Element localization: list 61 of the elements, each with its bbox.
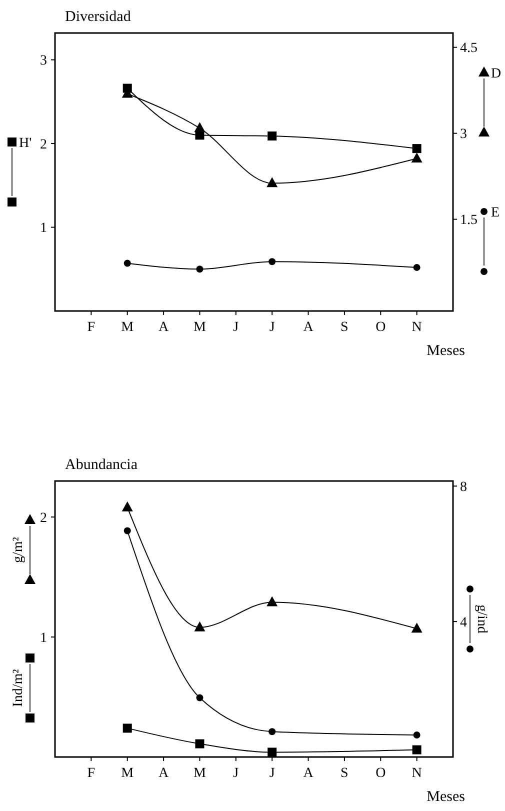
y-tick-label: 3: [40, 54, 47, 69]
y-tick-label: 1: [40, 630, 47, 646]
x-tick-label: J: [269, 766, 276, 781]
x-tick-label: F: [87, 766, 96, 781]
point: [411, 622, 422, 633]
point: [266, 596, 278, 606]
x-tick-label: N: [412, 766, 422, 781]
point: [124, 527, 131, 534]
point: [268, 258, 276, 266]
y-tick-label: 1: [40, 221, 47, 236]
legend-label: H': [19, 136, 32, 151]
legend-label: Ind/m²: [11, 669, 26, 707]
point: [268, 748, 277, 757]
x-tick-label: S: [340, 766, 348, 781]
x-axis-title: Meses: [426, 789, 466, 805]
legend-label: g/m²: [11, 537, 26, 563]
x-tick-label: F: [87, 320, 96, 335]
point: [266, 177, 278, 188]
x-tick-label: M: [194, 766, 206, 781]
x-axis-title: Meses: [426, 343, 466, 359]
chart-title: Diversidad: [65, 9, 132, 25]
y2-tick-label: 8: [460, 480, 467, 495]
point: [412, 144, 422, 154]
point: [411, 152, 422, 163]
legend-label: D: [491, 66, 502, 82]
x-tick-label: S: [340, 320, 348, 335]
x-tick-label: O: [376, 320, 386, 335]
point: [194, 621, 206, 632]
chart-title: Abundancia: [65, 457, 138, 473]
x-tick-label: A: [158, 766, 170, 781]
point: [412, 745, 422, 754]
x-tick-label: N: [412, 320, 422, 335]
y-tick-label: 2: [40, 137, 47, 152]
point: [122, 724, 132, 733]
point: [268, 728, 276, 736]
point: [268, 131, 277, 140]
x-tick-label: J: [233, 766, 240, 781]
x-tick-label: M: [121, 766, 134, 781]
y2-tick-label: 4: [460, 615, 467, 630]
y2-tick-label: 3: [460, 127, 467, 142]
point: [122, 501, 133, 512]
point: [124, 260, 131, 267]
y2-tick-label: 4.5: [460, 41, 478, 56]
point: [196, 266, 204, 273]
legend-label: g/ind: [474, 604, 489, 634]
y-tick-label: 2: [40, 510, 47, 526]
point: [195, 739, 204, 748]
point: [194, 122, 206, 132]
x-tick-label: J: [233, 320, 240, 335]
point: [413, 731, 420, 738]
x-tick-label: A: [303, 766, 314, 781]
x-tick-label: A: [158, 320, 170, 335]
x-tick-label: J: [269, 320, 276, 335]
point: [196, 694, 204, 702]
x-tick-label: O: [376, 766, 386, 781]
x-tick-label: M: [121, 320, 134, 335]
x-tick-label: M: [194, 320, 206, 335]
y2-tick-label: 1.5: [460, 213, 478, 228]
legend-label: E: [491, 205, 500, 220]
x-tick-label: A: [303, 320, 314, 335]
point: [413, 264, 420, 271]
